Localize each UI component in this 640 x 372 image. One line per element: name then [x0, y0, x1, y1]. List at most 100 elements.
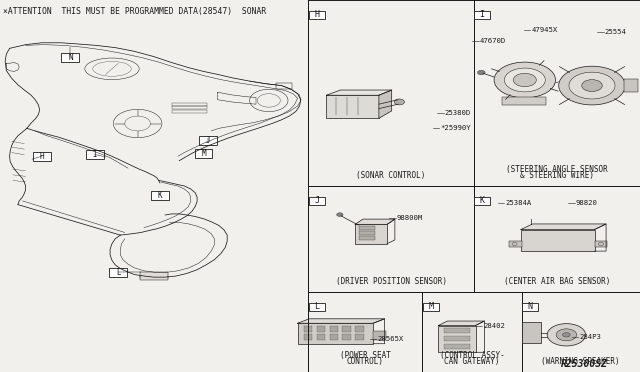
FancyBboxPatch shape	[422, 303, 439, 311]
Bar	[373, 331, 386, 340]
Text: L: L	[116, 268, 121, 277]
Bar	[359, 236, 375, 240]
Circle shape	[563, 333, 570, 337]
Circle shape	[556, 329, 577, 341]
Bar	[308, 186, 474, 292]
FancyBboxPatch shape	[308, 197, 325, 205]
Text: J: J	[314, 196, 319, 205]
Bar	[474, 0, 640, 186]
Text: 25554: 25554	[605, 29, 627, 35]
Bar	[304, 326, 312, 332]
FancyBboxPatch shape	[199, 136, 217, 145]
Circle shape	[337, 213, 343, 217]
Text: H: H	[314, 10, 319, 19]
Polygon shape	[326, 90, 392, 95]
FancyBboxPatch shape	[61, 53, 79, 62]
Bar	[326, 95, 379, 118]
Circle shape	[394, 99, 404, 105]
Bar	[422, 292, 522, 372]
Text: (CONTROL ASSY-: (CONTROL ASSY-	[440, 351, 504, 360]
Bar	[522, 322, 541, 343]
Circle shape	[582, 80, 602, 92]
Circle shape	[504, 68, 545, 92]
FancyBboxPatch shape	[308, 11, 325, 19]
FancyBboxPatch shape	[33, 152, 51, 161]
Circle shape	[547, 324, 586, 346]
Bar	[444, 336, 470, 341]
Bar	[330, 326, 338, 332]
FancyBboxPatch shape	[151, 191, 169, 200]
Bar	[502, 97, 546, 105]
Polygon shape	[298, 319, 385, 323]
Bar	[359, 226, 375, 230]
Text: 98820: 98820	[576, 200, 598, 206]
Bar	[308, 0, 474, 186]
Bar	[276, 83, 292, 89]
Bar	[342, 334, 351, 340]
Text: J: J	[205, 136, 211, 145]
Text: R25300SZ: R25300SZ	[561, 359, 607, 369]
Bar	[355, 334, 364, 340]
Bar	[355, 224, 387, 244]
Text: (SONAR CONTROL): (SONAR CONTROL)	[356, 171, 426, 180]
Text: CONTROL): CONTROL)	[347, 357, 384, 366]
Circle shape	[559, 66, 625, 105]
Polygon shape	[521, 224, 606, 230]
Bar	[172, 106, 207, 109]
Bar	[509, 241, 522, 247]
Bar	[444, 328, 470, 333]
Text: (STEERING ANGLE SENSOR: (STEERING ANGLE SENSOR	[506, 165, 607, 174]
Text: N: N	[527, 302, 532, 311]
Text: H: H	[39, 152, 44, 161]
FancyBboxPatch shape	[195, 149, 212, 158]
Bar	[438, 326, 476, 352]
Bar	[317, 334, 325, 340]
Text: 284P3: 284P3	[579, 334, 601, 340]
Text: 28565X: 28565X	[378, 336, 404, 341]
Bar	[595, 241, 607, 247]
Bar	[521, 230, 595, 251]
Circle shape	[569, 72, 615, 99]
Text: K: K	[157, 191, 163, 200]
Bar	[444, 344, 470, 349]
Text: (POWER SEAT: (POWER SEAT	[340, 351, 391, 360]
FancyBboxPatch shape	[522, 303, 538, 311]
Text: 47670D: 47670D	[480, 38, 506, 44]
Polygon shape	[438, 321, 484, 326]
Bar	[355, 326, 364, 332]
Polygon shape	[379, 90, 392, 118]
Bar	[140, 272, 168, 280]
Bar	[624, 79, 638, 92]
Polygon shape	[355, 219, 395, 224]
Bar	[304, 334, 312, 340]
FancyBboxPatch shape	[109, 268, 127, 277]
FancyBboxPatch shape	[474, 197, 490, 205]
Text: I: I	[92, 150, 97, 159]
Circle shape	[477, 70, 485, 75]
Bar	[474, 186, 640, 292]
Bar	[342, 326, 351, 332]
Bar	[298, 323, 373, 344]
FancyBboxPatch shape	[474, 11, 490, 19]
Text: *25990Y: *25990Y	[440, 125, 471, 131]
Bar	[359, 231, 375, 235]
Text: ×ATTENTION  THIS MUST BE PROGRAMMED DATA(28547)  SONAR: ×ATTENTION THIS MUST BE PROGRAMMED DATA(…	[3, 7, 266, 16]
Text: 28402: 28402	[483, 323, 505, 328]
Text: N: N	[68, 53, 73, 62]
FancyBboxPatch shape	[86, 150, 104, 159]
FancyBboxPatch shape	[308, 303, 325, 311]
Bar	[172, 110, 207, 113]
Text: (CENTER AIR BAG SENSOR): (CENTER AIR BAG SENSOR)	[504, 278, 610, 286]
Text: L: L	[314, 302, 319, 311]
Bar	[308, 292, 422, 372]
Text: (DRIVER POSITION SENSOR): (DRIVER POSITION SENSOR)	[335, 278, 447, 286]
Text: 25384A: 25384A	[506, 200, 532, 206]
Text: 98800M: 98800M	[397, 215, 423, 221]
Bar	[172, 103, 207, 106]
Text: & STEERING WIRE): & STEERING WIRE)	[520, 171, 594, 180]
Text: 25380D: 25380D	[445, 110, 471, 116]
Text: I: I	[479, 10, 484, 19]
Text: (WARNING SPEAKER): (WARNING SPEAKER)	[541, 357, 620, 366]
Text: CAN GATEWAY): CAN GATEWAY)	[444, 357, 500, 366]
Bar	[522, 292, 640, 372]
